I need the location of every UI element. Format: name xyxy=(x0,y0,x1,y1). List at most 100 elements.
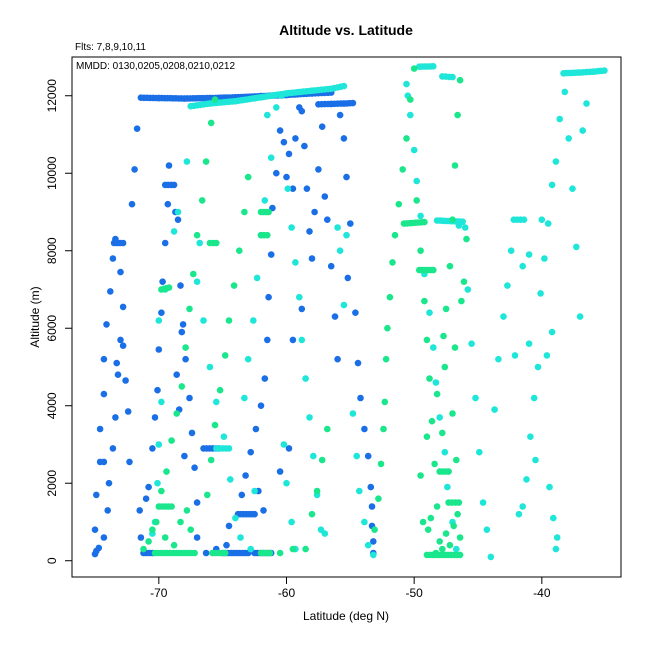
x-tick-label: -60 xyxy=(278,586,296,600)
green-data-point xyxy=(389,259,396,266)
green-data-point xyxy=(204,491,211,499)
cyan-data-point xyxy=(343,231,350,239)
cyan-data-point xyxy=(370,551,377,559)
blue-data-point xyxy=(124,408,132,415)
y-tick-label: 6000 xyxy=(45,315,59,342)
green-data-point xyxy=(421,297,428,305)
cyan-data-point xyxy=(302,375,309,382)
green-track-point xyxy=(455,499,463,506)
blue-data-point xyxy=(311,208,318,216)
green-data-point xyxy=(391,231,399,239)
cyan-data-point xyxy=(430,344,437,351)
blue-data-point xyxy=(91,526,99,533)
blue-data-point xyxy=(191,464,198,472)
cyan-data-point xyxy=(487,553,495,561)
cyan-data-point xyxy=(278,92,285,99)
blue-data-point xyxy=(247,448,254,456)
green-data-point xyxy=(244,173,252,181)
blue-data-point xyxy=(292,135,299,142)
cyan-track-point xyxy=(430,63,437,70)
green-data-point xyxy=(186,305,193,313)
cyan-data-point xyxy=(410,146,418,154)
cyan-data-point xyxy=(541,255,548,262)
blue-data-point xyxy=(128,200,136,208)
cyan-data-point xyxy=(403,80,410,88)
blue-data-point xyxy=(361,425,368,433)
green-data-point xyxy=(460,278,468,286)
green-data-point xyxy=(178,383,186,390)
cyan-data-point xyxy=(155,441,163,448)
green-data-point xyxy=(168,437,175,444)
cyan-data-point xyxy=(444,483,451,491)
green-data-point xyxy=(170,541,178,549)
blue-data-point xyxy=(133,125,141,132)
cyan-data-point xyxy=(515,510,523,518)
blue-data-point xyxy=(308,255,316,262)
cyan-data-point xyxy=(573,243,580,251)
cyan-data-point xyxy=(174,208,182,216)
blue-data-point xyxy=(285,445,293,452)
blue-data-point xyxy=(155,346,163,353)
green-data-point xyxy=(407,96,414,103)
green-data-point xyxy=(446,262,454,270)
green-data-point xyxy=(433,503,441,510)
green-data-point xyxy=(384,324,391,332)
cyan-data-point xyxy=(417,212,424,220)
x-axis-label: Latitude (deg N) xyxy=(303,609,389,623)
cyan-data-point xyxy=(213,398,220,406)
blue-data-point xyxy=(109,445,117,452)
cyan-data-point xyxy=(500,313,507,320)
green-data-point xyxy=(456,534,464,541)
green-data-point xyxy=(442,305,450,313)
green-data-point xyxy=(442,530,450,537)
cyan-data-point xyxy=(237,534,244,541)
cyan-data-point xyxy=(251,487,258,495)
cyan-data-point xyxy=(334,224,341,231)
green-track-point xyxy=(165,284,173,291)
cyan-data-point xyxy=(296,293,303,301)
cyan-data-point xyxy=(504,282,511,289)
blue-data-point xyxy=(100,534,108,541)
y-tick-label: 10000 xyxy=(45,156,59,190)
green-data-point xyxy=(182,344,189,351)
green-track-point xyxy=(456,551,464,559)
cyan-data-point xyxy=(298,336,306,344)
cyan-data-point xyxy=(273,104,280,111)
cyan-data-point xyxy=(436,414,444,421)
blue-data-point xyxy=(276,127,284,134)
green-track-point xyxy=(168,503,175,510)
green-data-point xyxy=(308,510,316,518)
blue-data-point xyxy=(93,491,100,499)
cyan-data-point xyxy=(561,88,569,96)
cyan-data-point xyxy=(565,135,572,142)
green-data-point xyxy=(403,135,410,142)
cyan-data-point xyxy=(193,278,201,286)
green-data-point xyxy=(313,487,321,495)
cyan-data-point xyxy=(548,181,556,189)
green-data-point xyxy=(395,200,403,208)
cyan-track-point xyxy=(520,216,528,223)
blue-data-point xyxy=(149,445,156,452)
cyan-data-point xyxy=(283,479,290,487)
green-track-point xyxy=(221,549,229,557)
blue-data-point xyxy=(126,458,133,466)
green-data-point xyxy=(428,417,436,425)
green-data-point xyxy=(221,352,229,359)
green-data-point xyxy=(211,421,219,429)
blue-data-point xyxy=(285,150,293,158)
green-data-point xyxy=(463,235,470,243)
green-data-point xyxy=(324,425,331,433)
blue-data-point xyxy=(321,193,329,200)
blue-data-point xyxy=(331,313,339,320)
blue-data-point xyxy=(318,123,326,130)
y-tick-label: 4000 xyxy=(45,392,59,419)
plot-marks xyxy=(91,63,608,561)
green-track-point xyxy=(430,266,437,274)
blue-data-point xyxy=(95,544,103,552)
cyan-data-point xyxy=(556,115,563,123)
blue-data-point xyxy=(306,228,313,235)
green-track-point xyxy=(445,468,452,475)
plot-frame xyxy=(71,56,622,578)
cyan-data-point xyxy=(261,197,269,204)
blue-data-point xyxy=(117,268,124,276)
